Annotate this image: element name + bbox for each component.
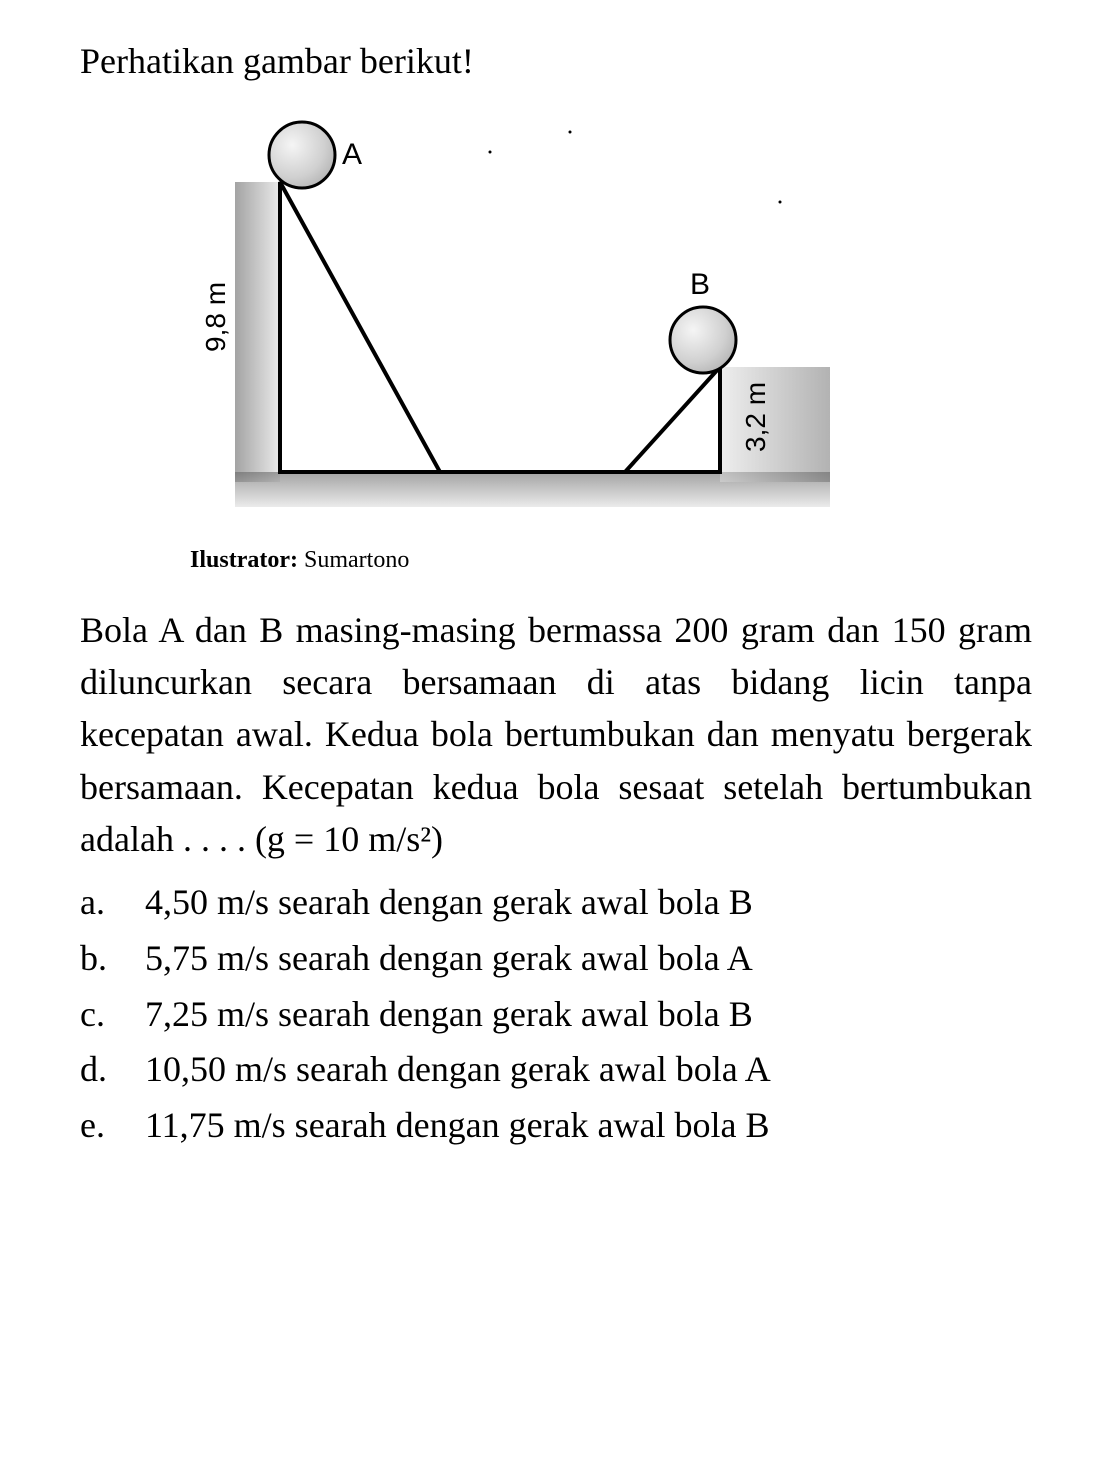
height-a-label: 9,8 m [200,282,231,352]
illustrator-label: Ilustrator: [190,547,298,573]
option-letter: a. [80,875,145,931]
option-text: 10,50 m/s searah dengan gerak awal bola … [145,1042,1052,1098]
ball-a [269,122,335,188]
option-letter: c. [80,987,145,1043]
option-letter: d. [80,1042,145,1098]
shadow-right [720,367,830,482]
ramp-a [280,182,440,472]
question-prompt: Perhatikan gambar berikut! [80,40,1052,82]
option-text: 5,75 m/s searah dengan gerak awal bola A [145,931,1052,987]
options-list: a. 4,50 m/s searah dengan gerak awal bol… [80,875,1052,1154]
option-a: a. 4,50 m/s searah dengan gerak awal bol… [80,875,1052,931]
option-text: 7,25 m/s searah dengan gerak awal bola B [145,987,1052,1043]
option-b: b. 5,75 m/s searah dengan gerak awal bol… [80,931,1052,987]
shadow-left [235,182,280,482]
option-text: 4,50 m/s searah dengan gerak awal bola B [145,875,1052,931]
noise-dot [489,151,492,154]
height-b-label: 3,2 m [740,382,771,452]
illustrator-credit: Ilustrator: Sumartono [190,547,1052,574]
question-body: Bola A dan B masing-masing bermassa 200 … [80,604,1032,865]
ball-b [670,307,736,373]
option-letter: e. [80,1098,145,1154]
option-d: d. 10,50 m/s searah dengan gerak awal bo… [80,1042,1052,1098]
noise-dot [569,131,572,134]
option-c: c. 7,25 m/s searah dengan gerak awal bol… [80,987,1052,1043]
ramp-b [625,367,720,472]
illustrator-name: Sumartono [304,547,409,573]
option-text: 11,75 m/s searah dengan gerak awal bola … [145,1098,1052,1154]
option-letter: b. [80,931,145,987]
diagram-svg: A B 9,8 m 3,2 m [140,102,860,532]
ball-b-label: B [690,268,710,301]
ball-a-label: A [342,138,362,171]
option-e: e. 11,75 m/s searah dengan gerak awal bo… [80,1098,1052,1154]
noise-dot [779,201,782,204]
physics-diagram: A B 9,8 m 3,2 m [140,102,860,532]
